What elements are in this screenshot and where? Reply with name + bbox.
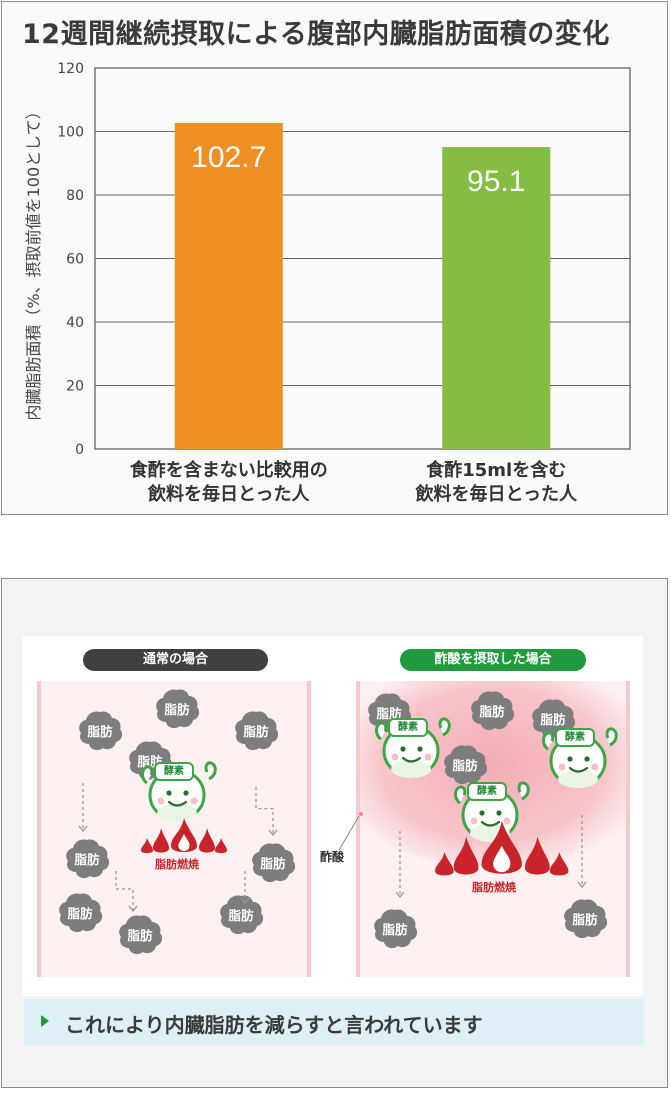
conclusion-text: これにより内臓脂肪を減らすと言われています (65, 1013, 483, 1037)
category-label: 飲料を毎日とった人 (147, 483, 310, 505)
fat-blob: 脂肪 (372, 907, 418, 949)
category-label: 食酢を含まない比較用の (129, 459, 328, 481)
flame-icon (141, 818, 227, 854)
flame-icon (435, 821, 569, 876)
down-arrow-icon (577, 815, 587, 889)
bar-value-label: 102.7 (191, 141, 266, 174)
bar-chart: 020406080100120102.7食酢を含まない比較用の飲料を毎日とった人… (24, 61, 631, 505)
fat-label: 脂肪 (479, 704, 505, 719)
triangle-arrow-icon (41, 1015, 49, 1027)
fat-label: 脂肪 (164, 702, 190, 717)
category-label: 食酢15mlを含む (425, 459, 566, 481)
y-tick-label: 80 (66, 188, 84, 204)
y-tick-label: 120 (57, 61, 84, 77)
fat-label: 脂肪 (376, 706, 402, 721)
enzyme-character: 酵素 (139, 753, 219, 829)
fat-blob: 脂肪 (469, 689, 515, 731)
fat-blob: 脂肪 (154, 687, 200, 729)
enzyme-face-icon (141, 761, 217, 822)
fat-label: 脂肪 (260, 856, 286, 871)
bar (174, 122, 283, 450)
fat-label: 脂肪 (243, 724, 269, 739)
illustration-card: 通常の場合 酢酸を摂取した場合 脂肪 脂肪 脂肪 脂肪 脂肪 脂肪 脂肪 脂肪 脂肪 酵素 脂肪燃… (23, 636, 643, 996)
fat-blob: 脂肪 (77, 709, 123, 751)
fat-blob: 脂肪 (117, 913, 163, 955)
acid-case-label: 酢酸を摂取した場合 (400, 649, 586, 671)
fat-label: 脂肪 (67, 906, 93, 921)
normal-case-label: 通常の場合 (83, 649, 268, 671)
enzyme-label: 酵素 (154, 762, 194, 781)
down-arrow-icon (255, 787, 278, 837)
fat-blob: 脂肪 (218, 893, 264, 935)
down-arrow-icon (395, 831, 405, 899)
y-tick-label: 0 (75, 442, 84, 458)
conclusion-banner: これにより内臓脂肪を減らすと言われています (24, 999, 644, 1045)
category-label: 飲料を毎日とった人 (415, 483, 578, 505)
fat-label: 脂肪 (74, 852, 100, 867)
enzyme-face-icon (375, 717, 451, 778)
enzyme-character: 酵素 (373, 709, 453, 785)
fat-label: 脂肪 (452, 758, 478, 773)
chart-title: 12週間継続摂取による腹部内臓脂肪面積の変化 (22, 19, 610, 50)
down-arrow-icon (240, 871, 250, 905)
acid-leader-line (338, 812, 363, 851)
down-arrow-icon (115, 871, 138, 913)
chart-panel: 12週間継続摂取による腹部内臓脂肪面積の変化 0 20 40 60 80 100 120 10… (1, 1, 668, 515)
bar (442, 147, 551, 449)
acetic-acid-label: 酢酸 (320, 850, 345, 864)
y-tick-label: 40 (66, 315, 84, 331)
enzyme-label: 酵素 (555, 728, 595, 747)
fat-blob: 脂肪 (250, 841, 296, 883)
down-arrow-icon (78, 783, 88, 833)
fat-blob: 脂肪 (562, 897, 608, 939)
fat-burning-label: 脂肪燃焼 (155, 858, 199, 871)
fat-label: 脂肪 (572, 912, 598, 927)
fat-label: 脂肪 (87, 724, 113, 739)
bar-value-label: 95.1 (467, 165, 525, 198)
enzyme-character: 酵素 (540, 719, 620, 795)
enzyme-label: 酵素 (388, 718, 428, 737)
y-tick-label: 20 (66, 379, 84, 395)
fat-label: 脂肪 (127, 928, 153, 943)
fat-label: 脂肪 (540, 712, 566, 727)
fat-label: 脂肪 (228, 908, 254, 923)
acid-scene: 脂肪 脂肪 脂肪 脂肪 脂肪 脂肪 酵素 酵素 酵素 脂肪燃焼 (356, 681, 630, 977)
y-axis-label: 内臓脂肪面積（%、摂取前値を100として） (24, 103, 43, 420)
fat-blob: 脂肪 (442, 743, 488, 785)
y-tick-label: 60 (66, 252, 84, 268)
y-tick-label: 100 (57, 125, 84, 141)
normal-scene: 脂肪 脂肪 脂肪 脂肪 脂肪 脂肪 脂肪 脂肪 脂肪 酵素 脂肪燃焼 (37, 681, 311, 977)
enzyme-label: 酵素 (467, 782, 507, 801)
fat-blob: 脂肪 (64, 837, 110, 879)
fat-blob: 脂肪 (57, 891, 103, 933)
fat-burning-label: 脂肪燃焼 (472, 881, 516, 894)
fat-blob: 脂肪 (233, 709, 279, 751)
fat-label: 脂肪 (382, 922, 408, 937)
illustration-panel: 通常の場合 酢酸を摂取した場合 脂肪 脂肪 脂肪 脂肪 脂肪 脂肪 脂肪 脂肪 脂肪 酵素 脂肪燃… (1, 578, 668, 1088)
